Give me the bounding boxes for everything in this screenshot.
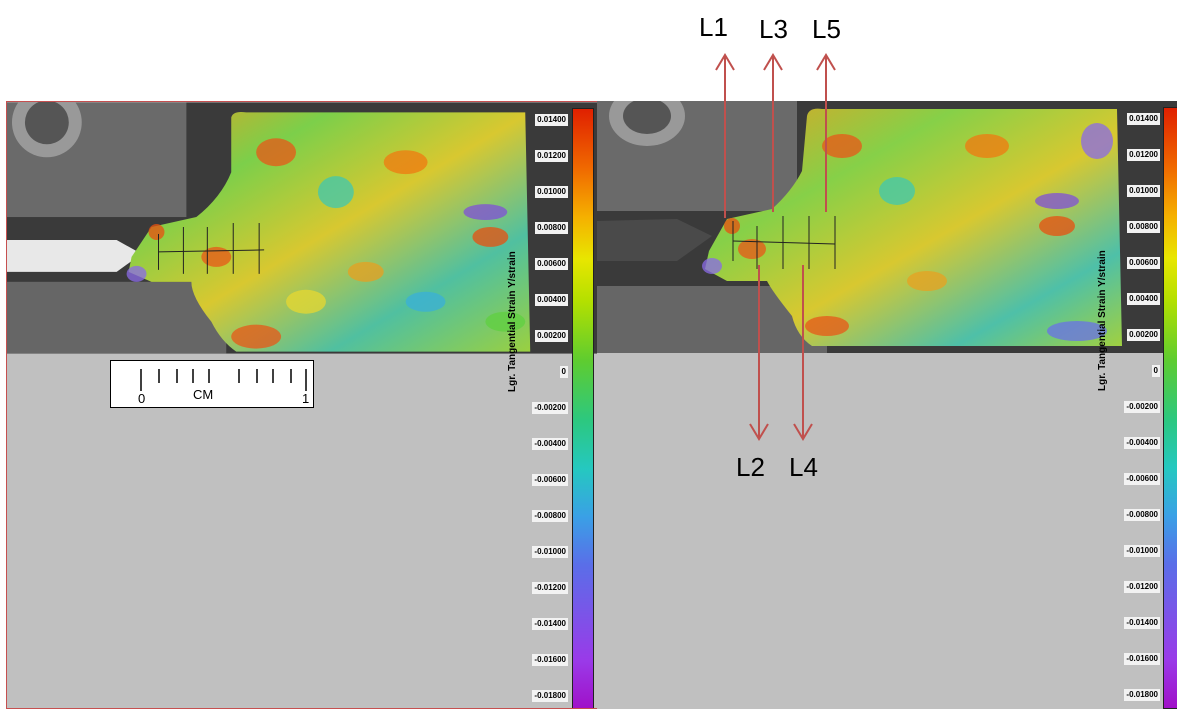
line-label-l2: L2 [736, 452, 765, 482]
colorbar-tick: -0.01000 [1124, 545, 1160, 557]
colorbar-tick: 0 [559, 366, 568, 378]
colorbar-tick: -0.00400 [532, 438, 568, 450]
colorbar-tick: -0.01600 [1124, 653, 1160, 665]
line-label-l4: L4 [789, 452, 818, 482]
colorbar-tick: -0.01400 [532, 618, 568, 630]
colorbar-tick: -0.00600 [1124, 473, 1160, 485]
specimen-strain-image-right [597, 101, 1177, 353]
colorbar-tick: -0.00600 [532, 474, 568, 486]
scale-ruler: 0 CM 1 [110, 360, 314, 408]
colorbar-tick: 0.01200 [535, 150, 568, 162]
ruler-unit-label: CM [193, 387, 214, 402]
colorbar-tick: 0.00600 [1127, 257, 1160, 269]
colorbar-tick: -0.01200 [1124, 581, 1160, 593]
colorbar-tick: -0.01400 [1124, 617, 1160, 629]
colorbar-tick: 0.00200 [1127, 329, 1160, 341]
strain-map-panel-right: Lgr. Tangential Strain Y/strain 0.01400 … [597, 101, 1177, 709]
colorbar-tick: -0.00800 [532, 510, 568, 522]
colorbar-tick: 0.01200 [1127, 149, 1160, 161]
colorbar-tick: 0.01400 [1127, 113, 1160, 125]
colorbar-tick: 0.00200 [535, 330, 568, 342]
colorbar-tick: 0.00800 [1127, 221, 1160, 233]
strain-map-panel-left: 0 CM 1 Lgr. Tangential Strain Y/strain 0… [6, 101, 598, 709]
colorbar-tick: 0.01400 [535, 114, 568, 126]
colorbar-tick: -0.01800 [1124, 689, 1160, 701]
colorbar-tick: -0.01600 [532, 654, 568, 666]
ruler-end-label: 1 [302, 391, 310, 406]
specimen-strain-image-left [7, 102, 597, 354]
colorbar-tick: -0.01000 [532, 546, 568, 558]
colorbar-tick: 0.00800 [535, 222, 568, 234]
colorbar-tick: -0.00400 [1124, 437, 1160, 449]
colorbar-tick: -0.01800 [532, 690, 568, 702]
colorbar-tick: -0.00800 [1124, 509, 1160, 521]
colorbar-tick: -0.00200 [1124, 401, 1160, 413]
colorbar-right [1163, 107, 1177, 709]
line-label-l1: L1 [699, 12, 728, 42]
colorbar-tick: -0.01200 [532, 582, 568, 594]
colorbar-tick: 0 [1151, 365, 1160, 377]
colorbar-tick: -0.00200 [532, 402, 568, 414]
line-label-l5: L5 [812, 14, 841, 44]
colorbar-tick: 0.00600 [535, 258, 568, 270]
colorbar-tick: 0.01000 [1127, 185, 1160, 197]
colorbar-tick: 0.00400 [535, 294, 568, 306]
line-label-l3: L3 [759, 14, 788, 44]
colorbar-tick: 0.01000 [535, 186, 568, 198]
ruler-start-label: 0 [138, 391, 146, 406]
colorbar-left [572, 108, 594, 708]
colorbar-tick: 0.00400 [1127, 293, 1160, 305]
